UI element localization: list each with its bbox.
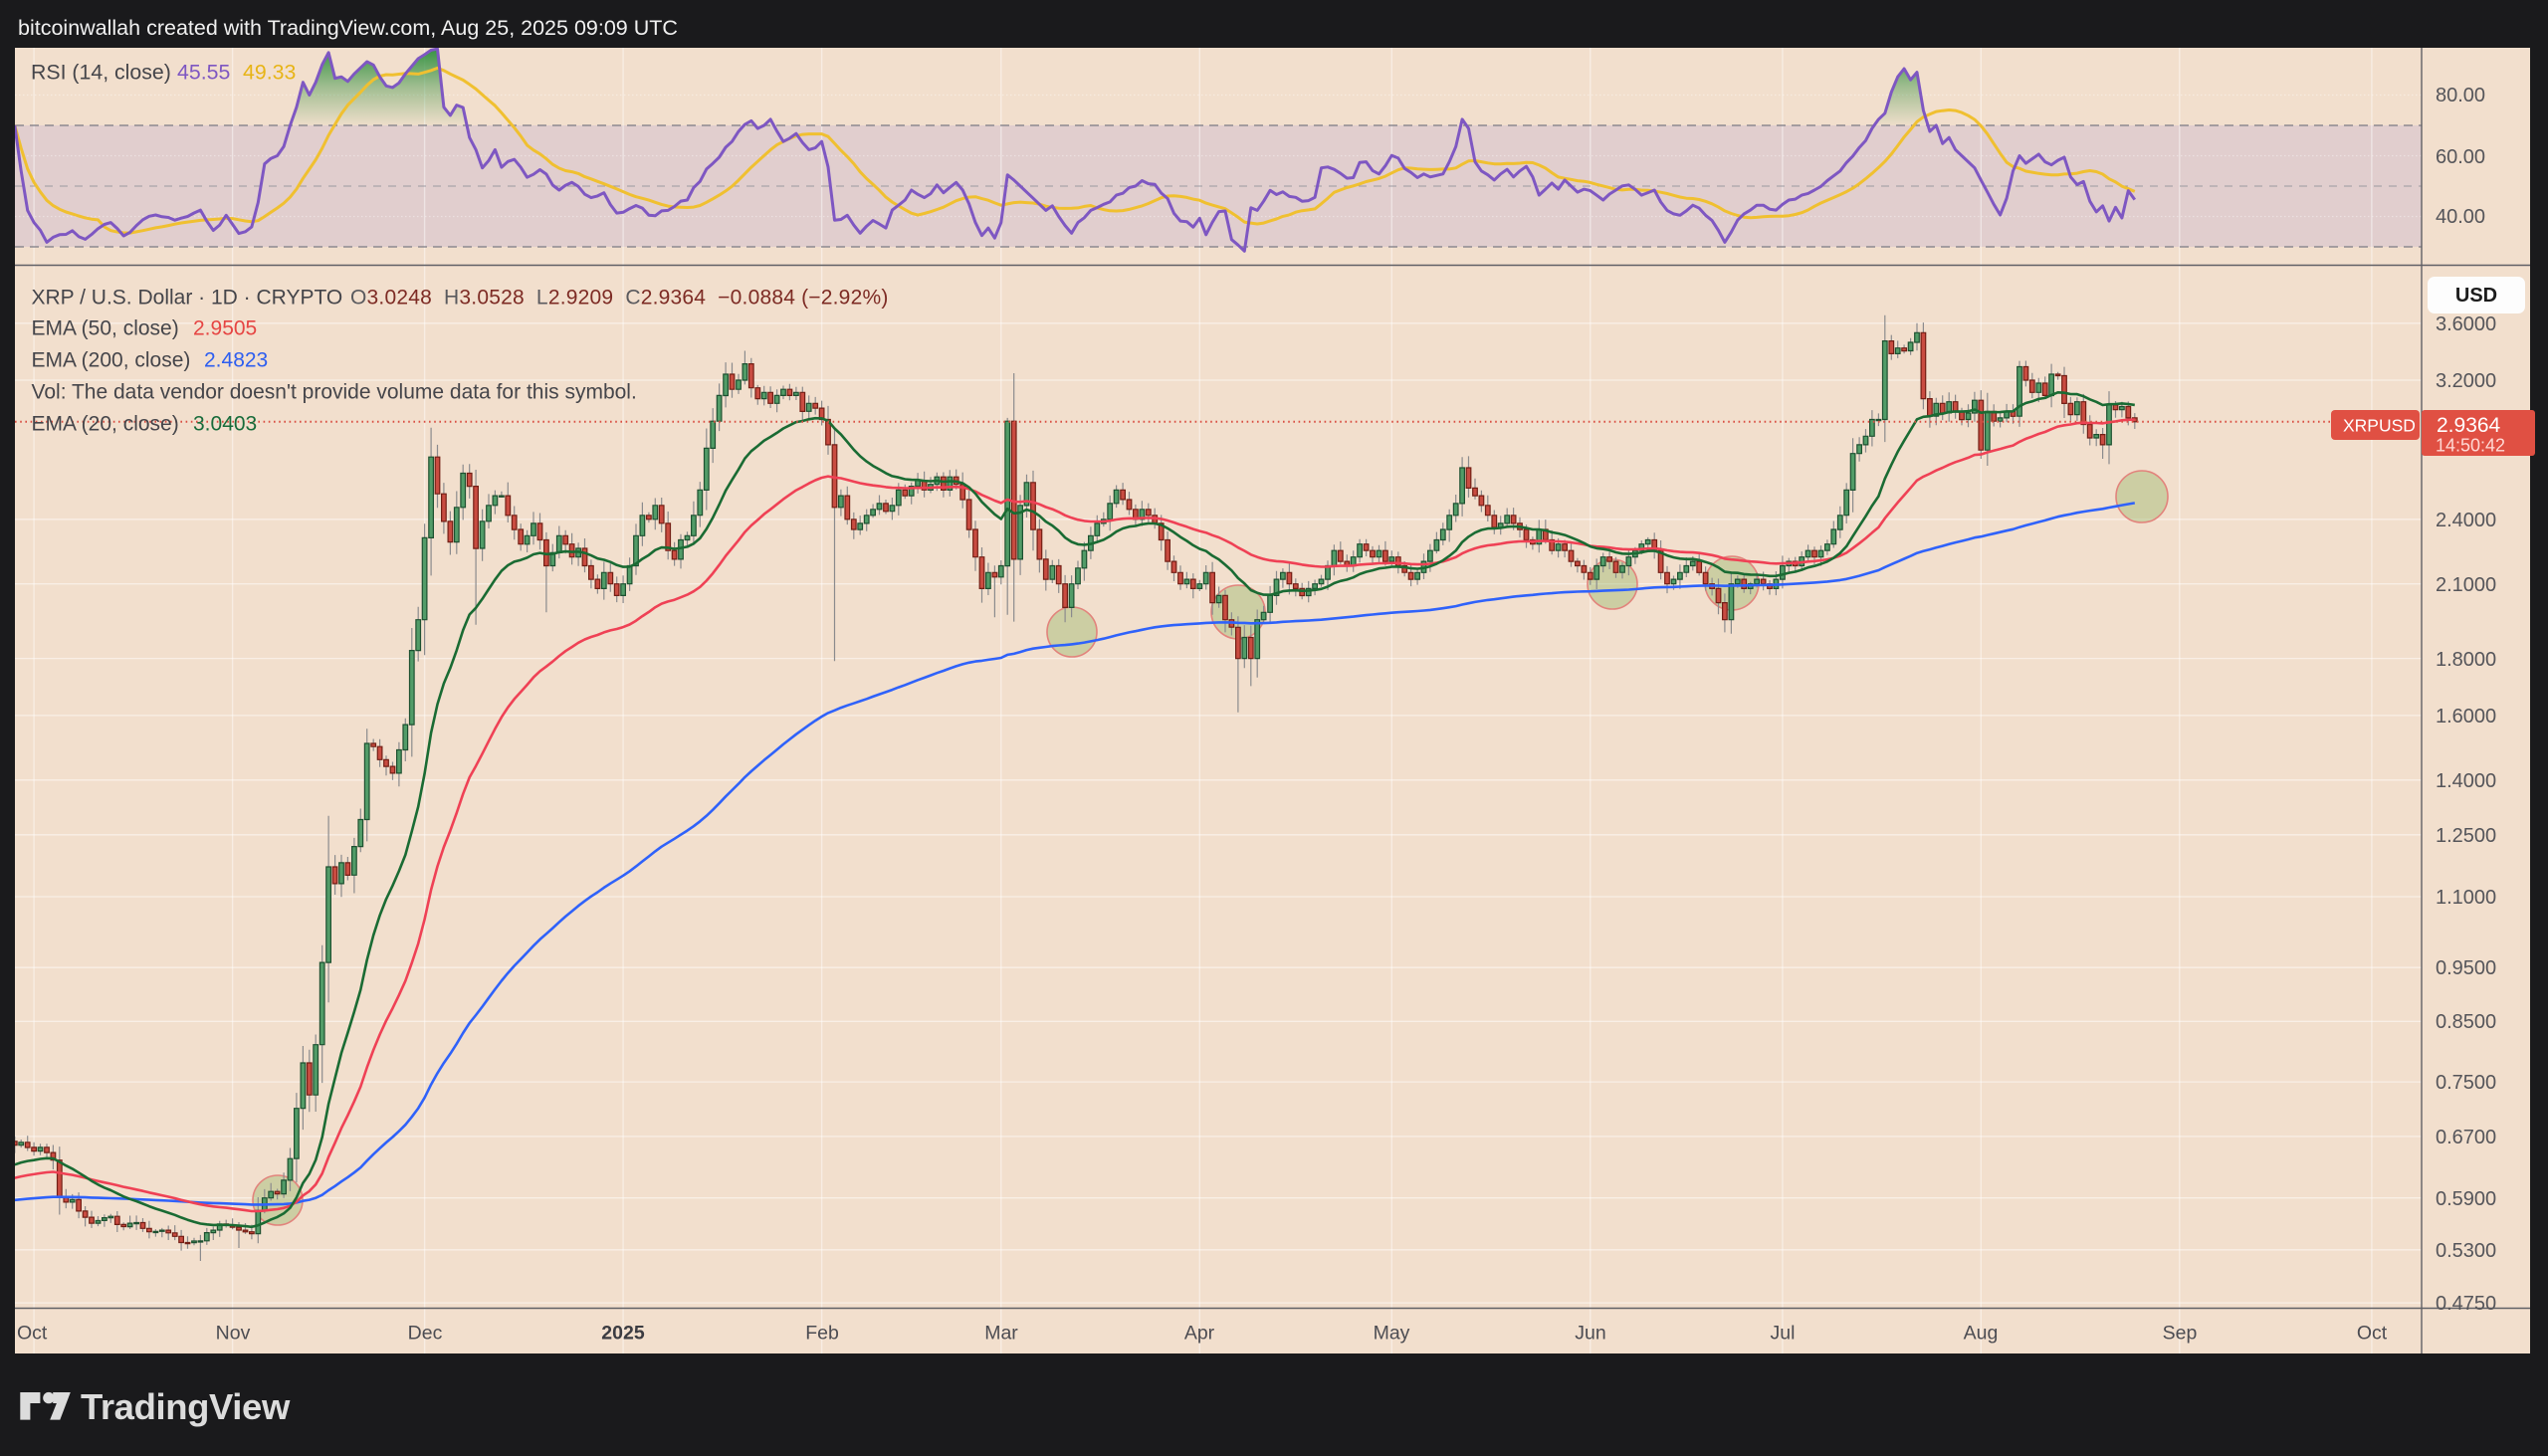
svg-text:TradingView: TradingView (81, 1386, 291, 1427)
svg-text:Feb: Feb (805, 1323, 839, 1345)
svg-text:1.1000: 1.1000 (2436, 887, 2496, 909)
svg-text:0.4750: 0.4750 (2436, 1293, 2496, 1315)
svg-text:Apr: Apr (1184, 1323, 1215, 1345)
svg-text:Vol: The data vendor doesn't p: Vol: The data vendor doesn't provide vol… (32, 381, 637, 404)
svg-text:0.9500: 0.9500 (2436, 957, 2496, 979)
svg-text:bitcoinwallah created with Tra: bitcoinwallah created with TradingView.c… (18, 16, 678, 40)
svg-text:Jul: Jul (1771, 1323, 1796, 1345)
svg-text:Mar: Mar (984, 1323, 1018, 1345)
svg-text:XRPUSD: XRPUSD (2343, 416, 2416, 436)
svg-text:3.2000: 3.2000 (2436, 370, 2496, 392)
svg-text:EMA (20, close): EMA (20, close) (32, 413, 179, 436)
svg-text:0.5300: 0.5300 (2436, 1240, 2496, 1262)
svg-text:USD: USD (2455, 285, 2497, 307)
svg-text:1.2500: 1.2500 (2436, 825, 2496, 847)
svg-text:Sep: Sep (2163, 1323, 2198, 1345)
svg-text:1.4000: 1.4000 (2436, 770, 2496, 792)
svg-text:Oct: Oct (2357, 1323, 2388, 1345)
svg-text:EMA (50, close): EMA (50, close) (32, 317, 179, 340)
svg-text:RSI (14, close): RSI (14, close) (31, 61, 171, 85)
svg-text:3.6000: 3.6000 (2436, 313, 2496, 335)
svg-text:1.8000: 1.8000 (2436, 649, 2496, 671)
svg-text:2.4823: 2.4823 (204, 349, 268, 372)
svg-text:0.7500: 0.7500 (2436, 1072, 2496, 1094)
svg-text:80.00: 80.00 (2436, 85, 2485, 106)
svg-text:2025: 2025 (601, 1323, 645, 1345)
svg-text:60.00: 60.00 (2436, 146, 2485, 168)
svg-text:Oct: Oct (17, 1323, 48, 1345)
svg-text:14:50:42: 14:50:42 (2436, 436, 2505, 456)
svg-text:49.33: 49.33 (243, 61, 296, 85)
svg-text:Jun: Jun (1575, 1323, 1605, 1345)
svg-text:O3.0248 H3.0528 L2.9209 C2.: O3.0248 H3.0528 L2.9209 C2.9364 −0.0884 … (350, 287, 889, 310)
svg-text:0.8500: 0.8500 (2436, 1011, 2496, 1033)
svg-text:May: May (1374, 1323, 1410, 1345)
svg-text:Nov: Nov (216, 1323, 251, 1345)
svg-text:XRP / U.S. Dollar · 1D · CRYPT: XRP / U.S. Dollar · 1D · CRYPTO (32, 287, 343, 310)
svg-text:3.0403: 3.0403 (193, 413, 257, 436)
svg-text:2.4000: 2.4000 (2436, 510, 2496, 531)
svg-text:Dec: Dec (408, 1323, 443, 1345)
svg-text:0.6700: 0.6700 (2436, 1127, 2496, 1148)
svg-text:45.55: 45.55 (177, 61, 230, 85)
svg-text:2.9364: 2.9364 (2437, 414, 2501, 437)
svg-text:2.9505: 2.9505 (193, 317, 257, 340)
svg-text:0.5900: 0.5900 (2436, 1188, 2496, 1210)
svg-text:40.00: 40.00 (2436, 206, 2485, 228)
svg-text:EMA (200, close): EMA (200, close) (32, 349, 191, 372)
svg-text:1.6000: 1.6000 (2436, 706, 2496, 728)
svg-text:Aug: Aug (1964, 1323, 1999, 1345)
svg-text:2.1000: 2.1000 (2436, 574, 2496, 596)
